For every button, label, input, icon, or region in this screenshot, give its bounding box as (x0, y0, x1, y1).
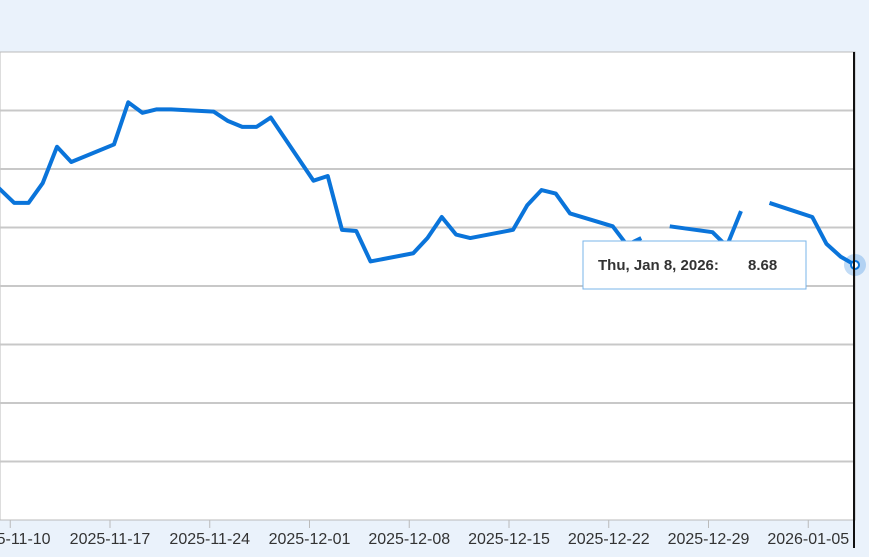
line (0, 100, 856, 267)
x-tick-label: 2025-12-22 (568, 531, 650, 548)
x-tick-label: 2025-12-01 (269, 531, 351, 548)
x-tick-label: 2026-01-05 (767, 531, 849, 548)
x-tick-label: 2025-12-08 (368, 531, 450, 548)
series (0, 100, 866, 276)
x-tick-label: 2025-11-10 (0, 531, 51, 548)
tooltip: Thu, Jan 8, 2026: 8.68 (582, 240, 807, 290)
tooltip-box (582, 240, 807, 290)
tooltip-label: Thu, Jan 8, 2026: (598, 257, 719, 274)
x-tick-label: 2025-12-15 (468, 531, 550, 548)
x-tick-label: 2025-11-24 (169, 531, 250, 548)
tooltip-value: 8.68 (748, 257, 777, 274)
x-tick-label: 2025-12-29 (668, 531, 750, 548)
x-tick-label: 2025-11-17 (70, 531, 151, 548)
x-axis: 2025-11-10 2025-11-17 2025-11-24 2025-12-01… (0, 520, 849, 548)
